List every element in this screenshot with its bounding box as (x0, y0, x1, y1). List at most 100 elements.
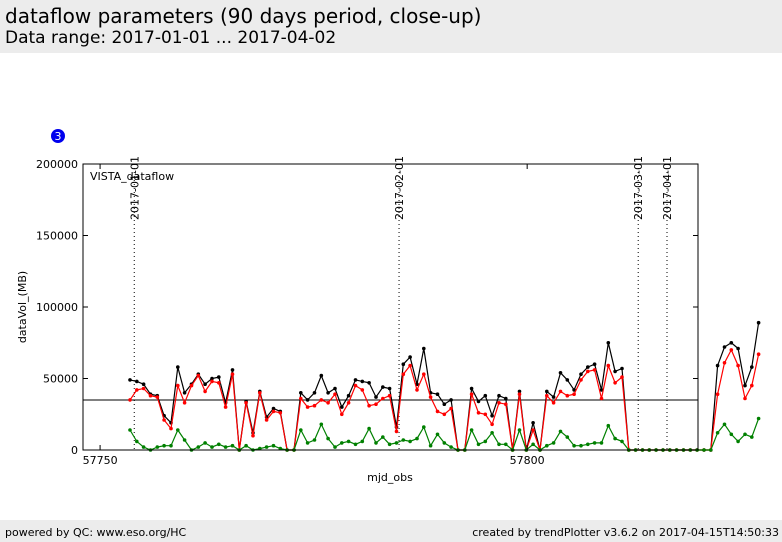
data-point (517, 428, 522, 432)
data-point (271, 406, 276, 411)
date-marker-label: 2017-01-01 (128, 156, 141, 220)
data-point (230, 372, 235, 377)
data-point (408, 439, 412, 444)
data-point (176, 428, 180, 432)
data-point (709, 448, 713, 452)
data-point (729, 348, 734, 352)
data-point (722, 422, 727, 427)
data-point (333, 386, 337, 391)
data-point (374, 441, 378, 445)
data-point (620, 439, 624, 444)
y-tick-label: 200000 (36, 158, 78, 171)
data-point (497, 393, 501, 398)
data-point (476, 399, 481, 404)
data-point (449, 406, 453, 411)
data-point (442, 441, 447, 445)
data-point (217, 381, 221, 385)
data-point (182, 391, 187, 395)
data-point (223, 405, 228, 409)
data-point (244, 443, 248, 448)
data-point (449, 398, 453, 402)
data-point (565, 393, 570, 398)
data-point (756, 352, 761, 357)
page-subtitle: Data range: 2017-01-01 ... 2017-04-02 (5, 28, 337, 48)
data-point (135, 439, 139, 444)
data-point (162, 418, 166, 422)
data-point (346, 439, 351, 444)
data-point (613, 381, 617, 385)
data-point (579, 378, 583, 382)
data-point (743, 396, 747, 401)
data-point (579, 372, 583, 377)
data-point (312, 438, 317, 442)
data-point (312, 391, 317, 395)
data-point (203, 389, 207, 394)
data-point (620, 375, 624, 379)
data-point (469, 386, 474, 391)
y-tick-label: 100000 (36, 301, 78, 314)
data-point (517, 389, 522, 394)
data-point (415, 388, 419, 392)
data-point (340, 405, 344, 409)
data-point (223, 445, 228, 449)
data-point (353, 378, 358, 382)
date-marker-label: 2017-02-01 (393, 156, 406, 220)
data-point (483, 439, 488, 444)
data-point (606, 341, 611, 345)
date-marker-label: 2017-04-01 (661, 156, 674, 220)
data-point (531, 428, 535, 432)
data-point (387, 442, 392, 447)
data-point (367, 381, 371, 385)
data-point (415, 436, 419, 441)
data-point (743, 383, 747, 388)
data-point (148, 393, 153, 398)
data-point (736, 439, 740, 444)
data-point (408, 355, 412, 359)
data-point (531, 421, 535, 425)
data-point (210, 445, 214, 449)
data-point (312, 403, 317, 408)
data-point (346, 393, 351, 398)
data-point (428, 395, 433, 399)
data-point (551, 401, 556, 405)
data-point (565, 378, 570, 382)
data-point (722, 361, 727, 365)
data-point (319, 422, 324, 427)
plot-frame (82, 163, 699, 451)
data-point (599, 388, 604, 392)
data-point (606, 363, 611, 368)
data-point (360, 379, 365, 384)
data-point (305, 405, 310, 409)
data-point (579, 443, 583, 448)
data-point (387, 386, 392, 391)
data-point (176, 383, 180, 388)
badge-circle (51, 129, 65, 143)
data-point (135, 379, 139, 384)
data-point (326, 391, 330, 395)
data-point (305, 398, 310, 402)
data-point (476, 442, 481, 447)
data-point (490, 422, 494, 427)
data-point (333, 445, 337, 449)
data-point (750, 365, 754, 369)
data-point (217, 442, 221, 447)
y-tick-label: 50000 (43, 373, 78, 386)
data-point (299, 428, 303, 432)
data-point (558, 429, 563, 434)
data-point (367, 426, 371, 431)
data-point (702, 448, 706, 452)
data-point (750, 383, 754, 388)
data-point (476, 411, 481, 415)
x-tick-label: 57800 (510, 454, 545, 467)
data-point (387, 393, 392, 398)
data-point (599, 441, 604, 445)
data-point (435, 392, 440, 397)
data-point (394, 429, 399, 434)
data-point (469, 428, 474, 432)
data-point (264, 445, 269, 449)
y-tick-label: 0 (71, 444, 78, 457)
data-point (545, 443, 549, 448)
data-point (490, 413, 494, 418)
data-point (715, 431, 720, 435)
data-point (258, 391, 262, 395)
